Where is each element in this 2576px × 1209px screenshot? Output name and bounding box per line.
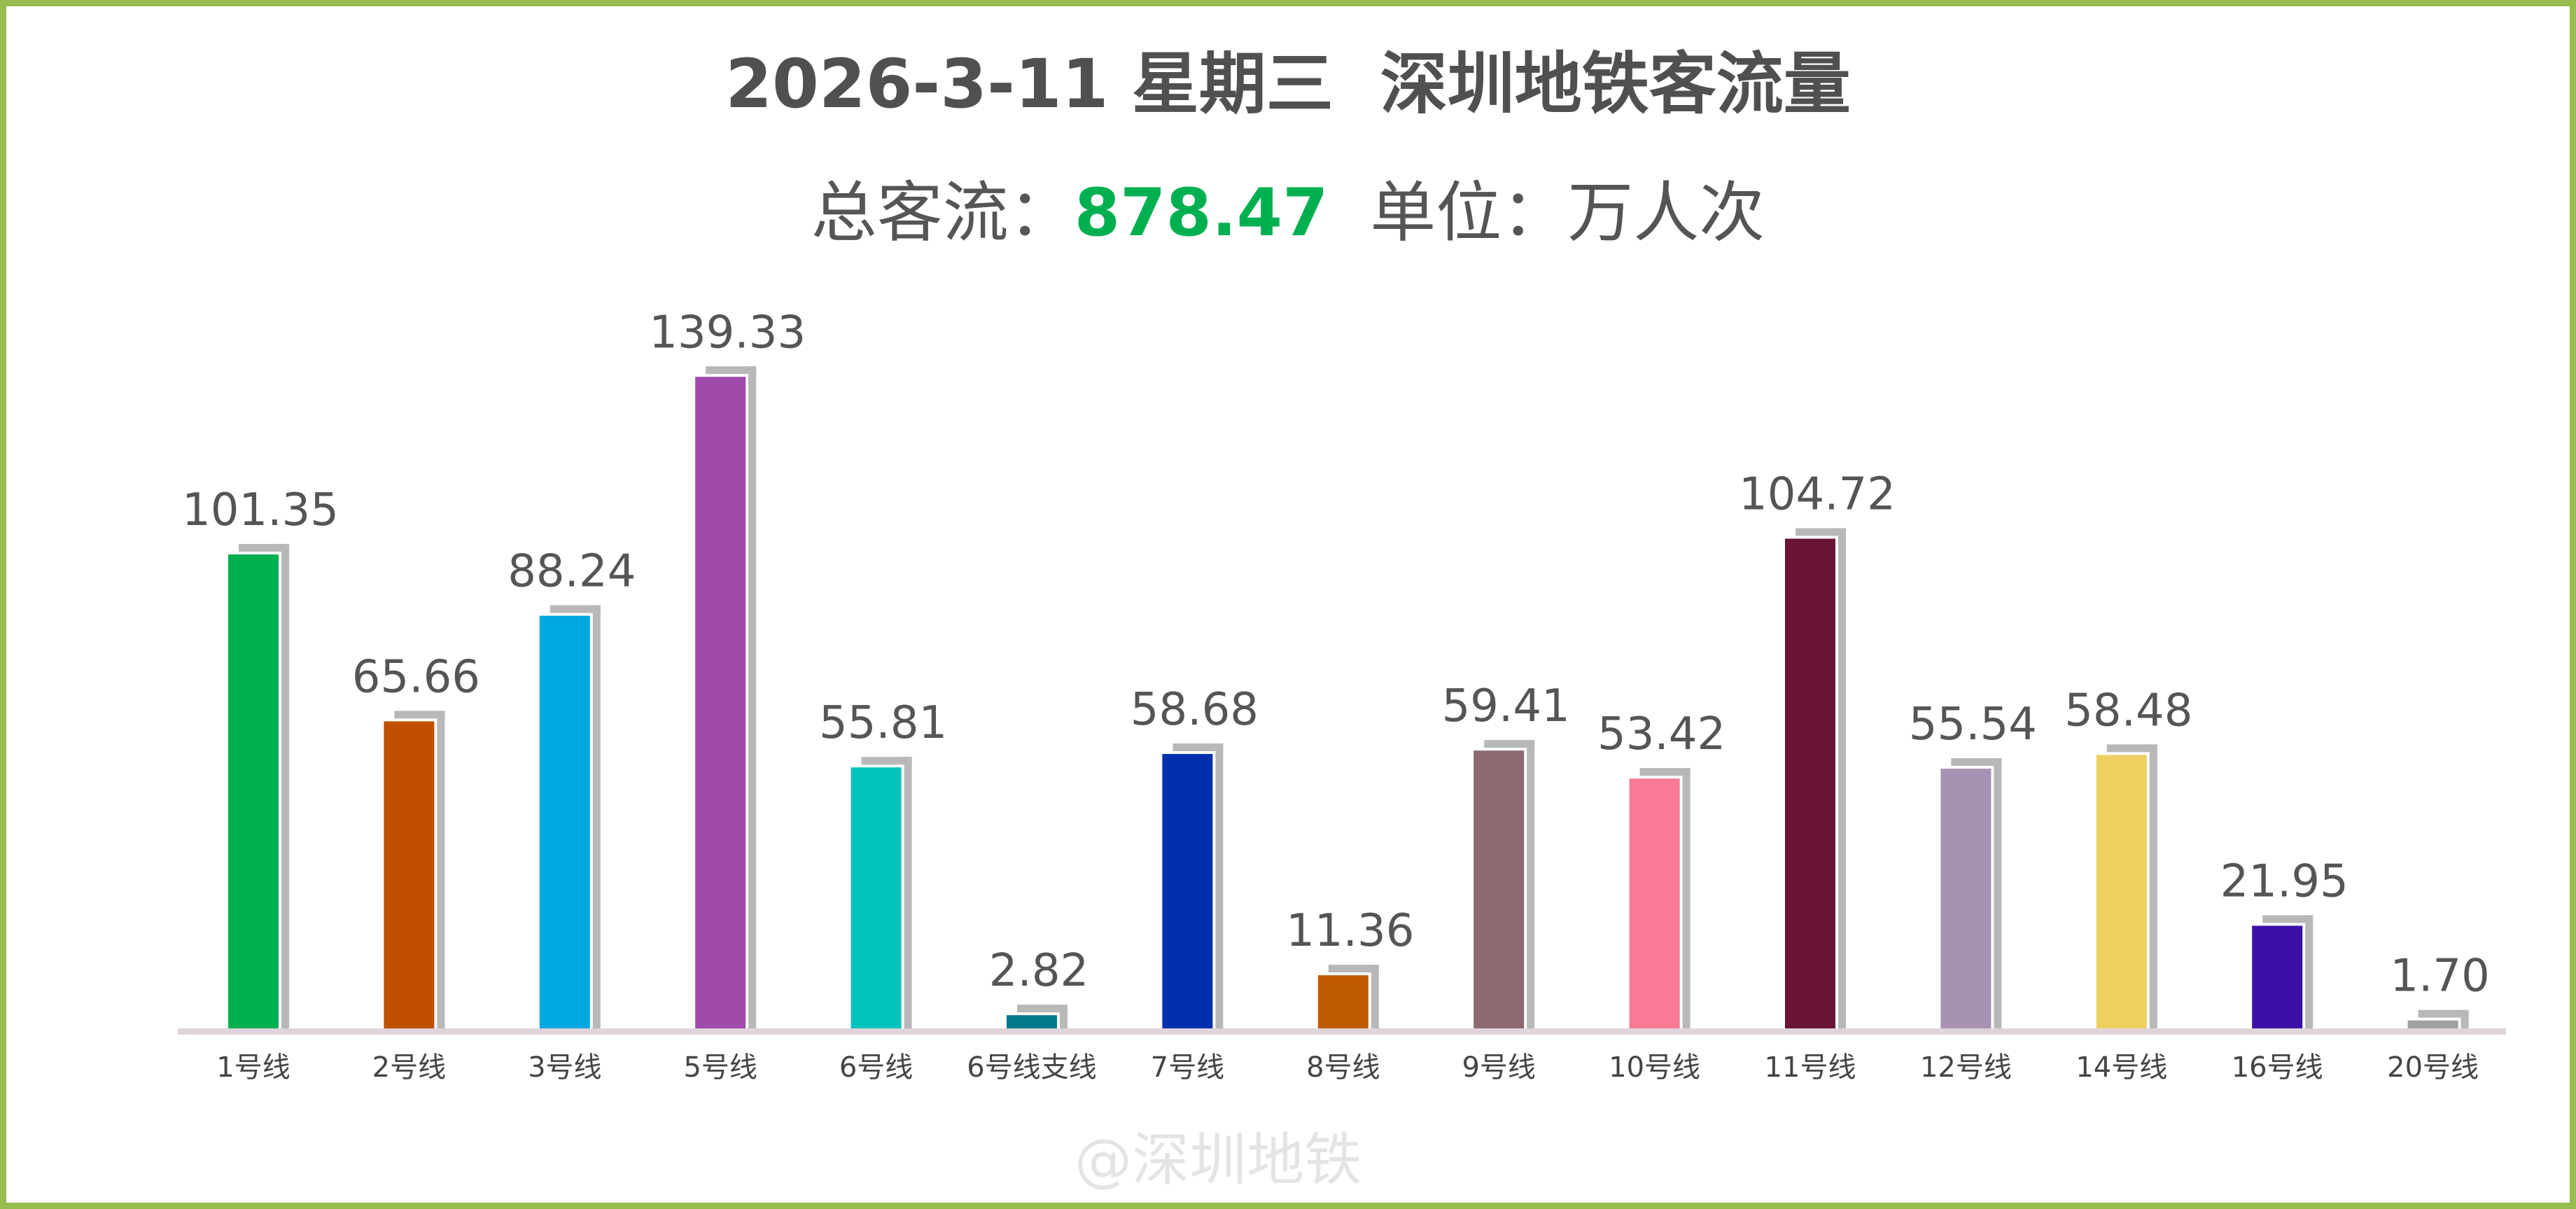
category-label: 10号线: [1609, 1051, 1700, 1084]
bar-shadow-cap: [861, 757, 912, 767]
bar: [228, 554, 279, 1028]
bar: [2407, 1020, 2458, 1028]
bar-shadow-cap: [1172, 743, 1224, 754]
bar-shadow: [590, 605, 601, 1028]
bar-shadow-cap: [2262, 915, 2314, 925]
bar-shadow-cap: [239, 543, 289, 554]
category-label: 12号线: [1920, 1051, 2012, 1084]
bar-shadow: [2303, 915, 2314, 1028]
total-passenger-flow: 878.47: [1074, 175, 1329, 251]
bar: [1629, 778, 1680, 1028]
bar-shadow-cap: [1795, 528, 1846, 538]
bar-shadow-cap: [1484, 740, 1535, 750]
bar: [850, 767, 902, 1028]
bar: [2096, 755, 2147, 1028]
value-label: 53.42: [1597, 708, 1726, 760]
bar: [1162, 754, 1213, 1028]
bar: [1940, 768, 1991, 1028]
value-label: 11.36: [1286, 905, 1414, 957]
value-label: 104.72: [1739, 468, 1896, 520]
bar-shadow: [435, 711, 445, 1028]
bar-shadow: [1680, 768, 1690, 1028]
value-label: 88.24: [507, 546, 636, 598]
bar-shadow: [902, 757, 912, 1028]
bar: [1007, 1015, 1057, 1028]
category-label: 16号线: [2232, 1051, 2323, 1084]
bar: [1317, 975, 1368, 1028]
bar-shadow-cap: [2418, 1009, 2469, 1020]
value-label: 21.95: [2220, 855, 2348, 907]
category-label: 7号线: [1151, 1051, 1224, 1084]
value-label: 139.33: [649, 307, 806, 358]
category-label: 8号线: [1306, 1051, 1380, 1084]
bar-shadow-cap: [1951, 757, 2002, 768]
bar-shadow: [2147, 744, 2157, 1028]
bar-shadow: [1368, 965, 1379, 1028]
bar-shadow-cap: [1328, 965, 1379, 975]
bar-shadow: [1213, 743, 1224, 1028]
bar: [1474, 750, 1525, 1028]
category-label: 14号线: [2076, 1051, 2167, 1084]
bar: [2252, 925, 2303, 1028]
subtitle-prefix: 总客流：: [811, 175, 1074, 251]
bar-shadow: [1836, 528, 1846, 1028]
value-label: 58.68: [1130, 684, 1259, 736]
bar-shadow: [1991, 757, 2002, 1028]
bar: [695, 377, 746, 1028]
bar-shadow-cap: [2106, 744, 2157, 755]
bar: [1785, 538, 1835, 1028]
bar-shadow: [746, 366, 757, 1028]
value-label: 59.41: [1442, 680, 1570, 732]
category-label: 6号线支线: [967, 1051, 1096, 1084]
chart-title: 2026-3-11 星期三 深圳地铁客流量: [725, 45, 1851, 123]
weibo-watermark: @深圳地铁: [1074, 1127, 1362, 1194]
bar: [384, 721, 435, 1028]
value-label: 101.35: [182, 484, 339, 536]
category-label: 2号线: [372, 1051, 446, 1084]
bar-shadow-cap: [1017, 1005, 1068, 1015]
bar-shadow-cap: [706, 366, 757, 377]
category-label: 20号线: [2387, 1051, 2479, 1084]
category-label: 3号线: [528, 1051, 601, 1084]
value-label: 1.70: [2390, 951, 2490, 1002]
chart-subtitle: 总客流：878.47 单位：万人次: [0, 160, 2576, 255]
bar: [539, 615, 590, 1028]
bar-shadow: [279, 543, 289, 1028]
bar-shadow: [1525, 740, 1535, 1028]
value-label: 55.54: [1909, 699, 2037, 750]
category-label: 5号线: [683, 1051, 757, 1084]
value-label: 55.81: [819, 697, 947, 749]
bar-shadow-cap: [550, 605, 601, 615]
bar-shadow-cap: [394, 711, 445, 721]
value-label: 65.66: [352, 651, 480, 703]
x-axis-baseline: [178, 1028, 2506, 1035]
value-label: 2.82: [989, 945, 1089, 997]
value-label: 58.48: [2064, 685, 2192, 736]
bar-shadow-cap: [1639, 768, 1690, 778]
category-label: 11号线: [1765, 1051, 1856, 1084]
category-label: 6号线: [839, 1051, 913, 1084]
category-label: 9号线: [1462, 1051, 1535, 1084]
subtitle-unit: 单位：万人次: [1328, 175, 1765, 251]
category-label: 1号线: [216, 1051, 290, 1084]
